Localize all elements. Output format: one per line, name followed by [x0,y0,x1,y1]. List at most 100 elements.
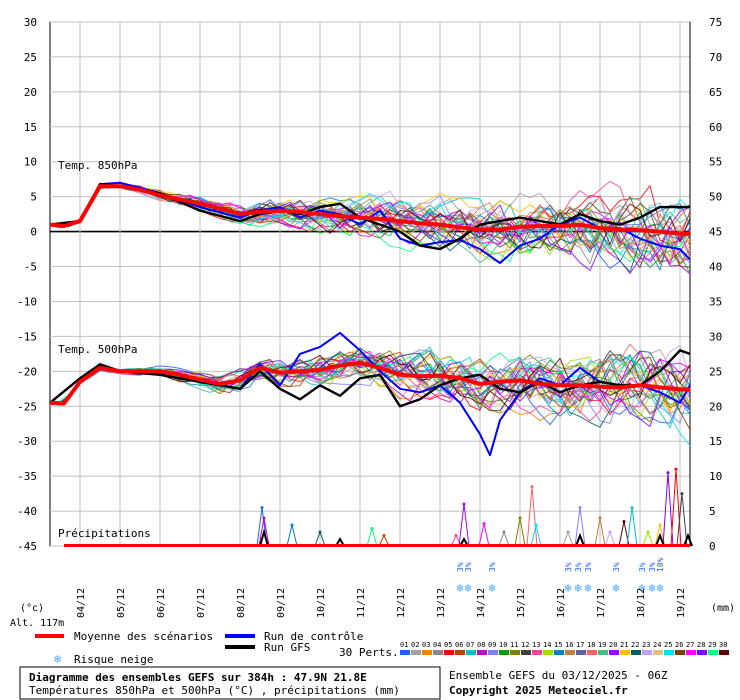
member-swatch [664,650,674,655]
panel-label-t850: Temp. 850hPa [58,159,137,172]
member-swatch [598,650,608,655]
right-tick-label: 15 [709,435,722,448]
member-number: 20 [609,641,617,649]
precip-member-line [626,507,638,547]
x-tick-label: 09/12 [276,588,287,618]
legend-snow-label: Risque neige [74,653,153,666]
member-swatch [697,650,707,655]
member-swatch [631,650,641,655]
member-number: 02 [411,641,419,649]
member-number: 23 [642,641,650,649]
mean-t500-line [49,360,690,406]
member-swatch [466,650,476,655]
member-swatch [719,650,729,655]
snow-risk-pct: 3% [638,562,647,572]
precip-point [318,530,322,534]
right-tick-label: 65 [709,86,722,99]
x-tick-label: 17/12 [596,588,607,618]
precip-gfs-line [575,532,585,547]
member-number: 26 [675,641,683,649]
left-tick-label: 20 [24,86,37,99]
member-number: 12 [521,641,529,649]
snow-risk-pct: 10% [656,557,665,572]
precip-point [518,516,522,520]
member-swatch [532,650,542,655]
member-number: 01 [400,641,408,649]
member-number: 03 [422,641,430,649]
snow-risk-pct: 3% [612,562,621,572]
altitude-label: Alt. 117m [10,618,64,629]
x-tick-label: 16/12 [556,588,567,618]
x-tick-label: 18/12 [636,588,647,618]
mean-t850-line [49,184,690,236]
member-number: 27 [686,641,694,649]
member-number: 13 [532,641,540,649]
member-number: 10 [499,641,507,649]
member-swatch [565,650,575,655]
left-tick-label: 30 [24,16,37,29]
snow-risk-pct: 3% [456,562,465,572]
grid [49,21,691,547]
chart-subtitle: Températures 850hPa et 500hPa (°C) , pré… [29,684,400,697]
left-tick-label: 5 [30,191,37,204]
precip-gfs-line [459,537,469,547]
member-number: 21 [620,641,628,649]
precip-point [454,534,458,538]
x-tick-label: 06/12 [156,588,167,618]
chart-title: Diagramme des ensembles GEFS sur 384h : … [29,671,367,684]
precip-point [502,530,506,534]
x-tick-label: 05/12 [116,588,127,618]
precip-point [622,520,626,524]
precip-member-line [286,524,298,547]
left-unit-label: (°c) [20,603,44,614]
panel-label-precip: Précipitations [58,527,151,540]
member-number: 22 [631,641,639,649]
right-tick-label: 10 [709,470,722,483]
member-number: 29 [708,641,716,649]
snow-icon: ❄ [574,581,581,595]
precip-point [462,502,466,506]
precip-member-line [562,530,574,547]
x-tick-label: 11/12 [356,588,367,618]
snow-icon: ❄ [584,581,591,595]
snow-icon: ❄ [564,581,571,595]
left-tick-label: 25 [24,51,37,64]
right-tick-label: 40 [709,261,722,274]
precip-point [530,485,534,489]
member-swatch [521,650,531,655]
legend-control-label: Run de contrôle [264,630,363,643]
right-tick-label: 50 [709,191,722,204]
x-tick-label: 04/12 [76,588,87,618]
member-swatch [675,650,685,655]
member-swatch [444,650,454,655]
snow-icon: ❄ [638,581,645,595]
right-tick-label: 75 [709,16,722,29]
snow-risk-pct: 3% [464,562,473,572]
snow-icon: ❄ [456,581,463,595]
plot-frame [49,21,691,547]
x-tick-label: 14/12 [476,588,487,618]
member-swatch [708,650,718,655]
member-swatch [653,650,663,655]
right-unit-label: (mm) [711,603,735,614]
left-tick-label: -25 [17,400,37,413]
member-color-legend: 01 02 03 04 05 06 07 08 09 10 11 12 13 14 15 16 17 18 19 20… [400,641,729,655]
right-tick-label: 55 [709,156,722,169]
member-number: 15 [554,641,562,649]
precip-member-line [604,530,616,547]
right-tick-label: 45 [709,226,722,239]
member-number: 24 [653,641,661,649]
precip-gfs-line [335,537,345,547]
right-tick-label: 5 [709,505,716,518]
member-number: 25 [664,641,672,649]
snow-icon: ❄ [488,581,495,595]
precip-point [566,530,570,534]
legend-gfs-label: Run GFS [264,641,310,654]
left-tick-label: -5 [24,261,37,274]
precip-point [262,516,266,520]
member-swatch [455,650,465,655]
precip-point [534,523,538,527]
member-swatch [609,650,619,655]
right-tick-label: 20 [709,400,722,413]
